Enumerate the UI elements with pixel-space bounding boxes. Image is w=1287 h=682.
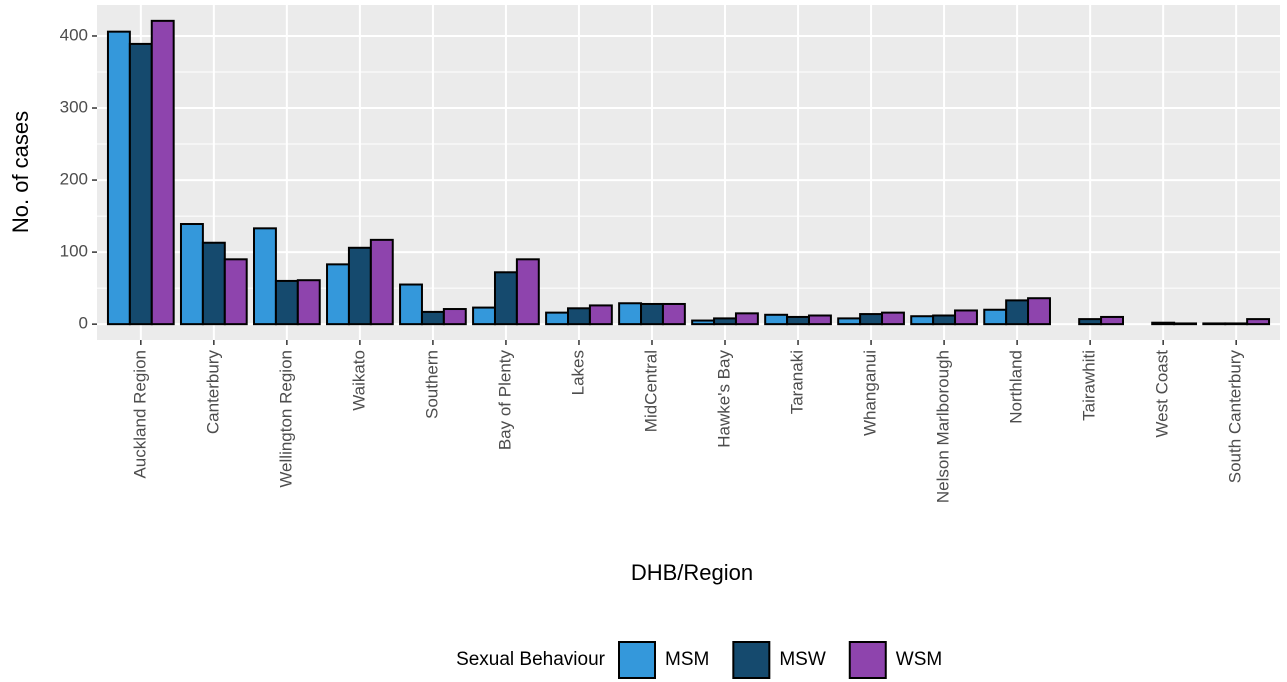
x-tick-label: Nelson Marlborough	[934, 350, 953, 503]
x-tick-label: Tairawhiti	[1080, 350, 1099, 421]
bar	[1027, 297, 1051, 326]
y-axis-title: No. of cases	[8, 111, 33, 233]
bar	[1100, 315, 1124, 326]
bar	[179, 223, 204, 326]
bar	[1005, 299, 1030, 326]
x-tick-label: West Coast	[1153, 350, 1172, 438]
x-tick-label: Taranaki	[788, 350, 807, 414]
x-tick-label: Whanganui	[861, 350, 880, 436]
x-tick-label: Hawke's Bay	[714, 350, 733, 448]
bar	[201, 241, 226, 326]
bar	[786, 315, 810, 326]
bar	[954, 309, 978, 326]
bar	[1078, 318, 1103, 326]
bar	[253, 227, 277, 326]
bar	[910, 315, 935, 326]
x-tick-label: MidCentral	[641, 350, 660, 432]
legend-swatch	[848, 641, 887, 679]
legend: MSM MSW WSM	[618, 641, 942, 679]
bar	[881, 311, 905, 326]
bar	[493, 271, 518, 326]
bars	[106, 19, 1271, 326]
y-tick-label: 300	[60, 98, 88, 117]
bar	[326, 263, 350, 326]
bar	[515, 258, 540, 326]
bar	[859, 313, 884, 326]
legend-label: WSM	[896, 649, 942, 670]
bar	[1224, 322, 1249, 326]
bar	[296, 279, 321, 326]
bar	[1202, 322, 1227, 326]
bar	[347, 246, 372, 326]
x-axis-title: DHB/Region	[631, 560, 753, 585]
bar	[764, 313, 789, 326]
bar	[106, 30, 131, 326]
y-tick-label: 200	[60, 170, 88, 189]
bar	[545, 311, 570, 326]
x-tick-label: Bay of Plenty	[495, 350, 514, 451]
bar	[588, 304, 613, 326]
bar	[618, 302, 643, 326]
legend-label: MSW	[779, 649, 826, 670]
bar	[713, 317, 737, 326]
x-tick-label: Wellington Region	[276, 350, 295, 488]
bar	[399, 283, 423, 326]
bar	[150, 19, 175, 326]
bar	[1151, 321, 1176, 326]
bar	[983, 308, 1008, 326]
legend-label: MSM	[665, 649, 709, 670]
bar	[472, 306, 496, 326]
x-tick-label: Lakes	[568, 350, 587, 395]
legend-title: Sexual Behaviour	[456, 649, 606, 670]
x-tick-label: Auckland Region	[130, 350, 149, 479]
x-tick-label: Southern	[422, 350, 441, 419]
y-tick-label: 100	[60, 242, 88, 261]
bar	[369, 238, 394, 326]
bar	[734, 312, 759, 326]
legend-swatch	[732, 641, 771, 679]
bar	[661, 302, 686, 326]
bar	[420, 310, 445, 326]
bar	[1173, 322, 1198, 326]
x-tick-label: South Canterbury	[1226, 350, 1245, 484]
y-tick-label: 400	[60, 25, 88, 44]
bar	[837, 317, 862, 326]
bar	[442, 308, 467, 326]
legend-swatch	[618, 641, 656, 679]
bar	[1246, 318, 1271, 326]
bar	[807, 314, 832, 326]
bar	[932, 314, 957, 326]
bar	[567, 307, 591, 326]
bar	[274, 279, 299, 326]
x-tick-label: Northland	[1007, 350, 1026, 424]
bar	[640, 302, 664, 326]
x-tick-label: Waikato	[349, 350, 368, 411]
bar	[691, 319, 716, 326]
bar	[128, 42, 153, 326]
x-tick-label: Canterbury	[203, 350, 222, 435]
bar	[223, 258, 248, 326]
y-tick-label: 0	[79, 314, 88, 333]
